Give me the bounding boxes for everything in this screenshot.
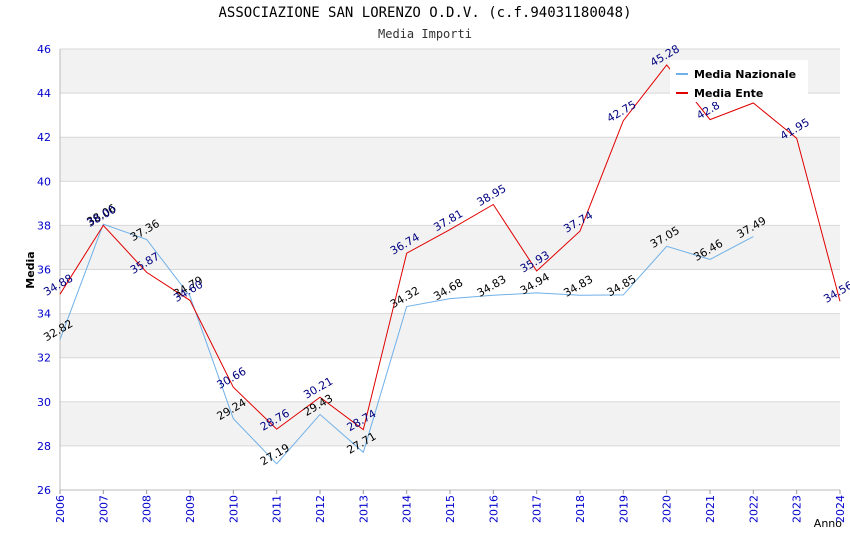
x-tick-label: 2016 [487,495,500,523]
y-tick-label: 28 [37,440,51,453]
chart-title: ASSOCIAZIONE SAN LORENZO O.D.V. (c.f.940… [218,5,632,21]
x-tick-label: 2023 [791,495,804,523]
x-tick-label: 2008 [141,495,154,523]
legend: Media Nazionale Media Ente [670,60,808,102]
x-tick-label: 2022 [747,495,760,523]
plot-band [60,137,840,182]
legend-label: Media Nazionale [694,68,796,81]
x-tick-label: 2013 [357,495,370,523]
plot-band [60,225,840,270]
x-axis-title: Anno [814,517,842,530]
x-tick-label: 2018 [574,495,587,523]
y-tick-label: 42 [37,131,51,144]
axes: 26 28 30 32 34 36 38 40 42 44 46 2006 2007 2008 2009 20… [24,43,847,530]
legend-box [670,60,808,102]
plot-band [60,357,840,402]
plot-band [60,445,840,490]
plot-band [60,269,840,314]
plot-band [60,313,840,358]
x-tick-label: 2010 [227,495,240,523]
series-lines [59,64,841,465]
legend-label: Media Ente [694,87,763,100]
y-tick-label: 36 [37,264,51,277]
x-tick-label: 2011 [271,495,284,523]
x-tick-label: 2014 [401,495,414,523]
plot-band [60,401,840,446]
y-tick-label: 26 [37,484,51,497]
x-tick-label: 2024 [834,495,847,523]
y-tick-label: 30 [37,396,51,409]
chart-subtitle: Media Importi [378,27,472,41]
y-tick-label: 46 [37,43,51,56]
y-tick-label: 38 [37,219,51,232]
plot-bands [60,49,840,490]
series-line-media-ente [59,64,841,431]
y-tick-label: 34 [37,308,51,321]
x-tick-label: 2007 [97,495,110,523]
x-tick-label: 2006 [54,495,67,523]
x-tick-label: 2009 [184,495,197,523]
y-axis-title: Media [24,251,37,288]
x-tick-label: 2012 [314,495,327,523]
y-tick-label: 44 [37,87,51,100]
x-tick-label: 2021 [704,495,717,523]
plot-band [60,181,840,226]
y-tick-label: 40 [37,175,51,188]
series-line-media-nazionale [59,223,754,465]
y-tick-label: 32 [37,352,51,365]
x-tick-label: 2019 [617,495,630,523]
x-tick-label: 2017 [531,495,544,523]
x-tick-label: 2015 [444,495,457,523]
x-tick-label: 2020 [661,495,674,523]
